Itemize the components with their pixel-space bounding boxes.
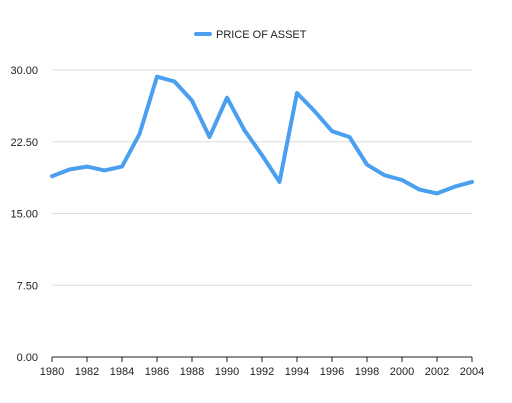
axes: 0.00 7.50 15.00 22.50 30.00 1980 1982 1984 1986 1… — [10, 65, 484, 378]
x-tick-label: 2002 — [425, 366, 449, 378]
x-tick-label: 1998 — [355, 366, 379, 378]
x-tick-label: 1986 — [145, 366, 169, 378]
series-layer — [50, 74, 474, 196]
x-tick-label: 1980 — [40, 366, 64, 378]
x-tick-label: 1992 — [250, 366, 274, 378]
x-tick-label: 1996 — [320, 366, 344, 378]
x-tick-label: 1984 — [110, 366, 134, 378]
y-tick-label: 15.00 — [10, 209, 38, 221]
legend: PRICE OF ASSET — [194, 29, 307, 41]
x-tick-label: 1994 — [285, 366, 309, 378]
x-tick-label: 2000 — [390, 366, 414, 378]
x-tick-label: 1982 — [75, 366, 99, 378]
y-tick-label: 30.00 — [10, 65, 38, 77]
y-tick-label: 22.50 — [10, 137, 38, 149]
y-tick-label: 0.00 — [17, 352, 38, 364]
x-tick-label: 1988 — [180, 366, 204, 378]
y-tick-label: 7.50 — [17, 280, 38, 292]
x-tick-label: 2004 — [460, 366, 484, 378]
legend-label-price-of-asset: PRICE OF ASSET — [216, 29, 307, 41]
series-line-price-of-asset — [50, 74, 474, 196]
gridlines — [52, 69, 472, 286]
x-tick-label: 1990 — [215, 366, 239, 378]
